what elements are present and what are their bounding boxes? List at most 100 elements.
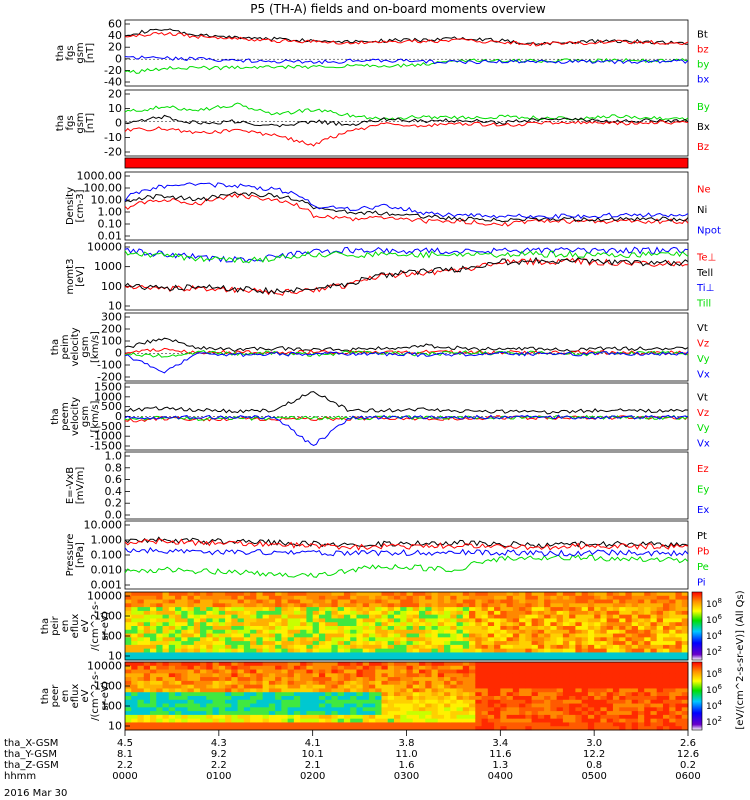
x-tick-value: 1.3 [492,760,508,771]
x-tick-value: 11.6 [489,749,511,760]
legend-entry: Bx [697,122,710,133]
y-tick-label: 0 [115,52,122,65]
y-label-line: en [60,690,71,703]
y-tick-label: 60 [108,18,122,31]
legend-entry: Bz [697,142,709,153]
legend-peim-velocity: Vt Vz Vy Vx [697,323,710,381]
series-line-pressure-2 [124,554,689,578]
colorbar-strip [691,661,703,731]
legend-entry: Vt [697,323,708,334]
y-label-line: peir [50,615,61,635]
y-tick-label: 10 [108,720,122,733]
y-tick-label: -1500 [90,440,122,453]
series-line-fgs-gsm-1-0 [124,28,689,46]
colorbar-strip [691,591,703,661]
x-tick-value: 0500 [581,771,606,782]
panel-7: 1.00.80.60.40.20.0 E=-VxB [mV/m] Ez Ey Ex [65,450,709,522]
series-line-peim-velocity-1 [124,347,689,356]
y-label-line: [km/s] [90,331,101,363]
y-tick-label: 0.01 [98,230,123,243]
legend-temperature: Te⊥ Tell Ti⊥ Till [696,253,716,310]
y-label-peim-velocity: tha peim velocity gsm [km/s] [50,327,101,366]
y-ticks-temperature: 10000 1000 100 10 [87,241,130,313]
colorbar-tick: 108 [706,597,722,610]
series-line-fgs-gsm-1-1 [124,31,689,47]
y-tick-label: 0.2 [105,497,123,510]
y-tick-label: 1000 [94,260,122,273]
y-tick-label: -10 [104,131,122,144]
y-label-peir-en-eflux: tha peir en eflux eV/(cm^2-s-sr-eV) [40,601,111,651]
legend-pressure: Pt Pb Pe Pi [697,531,709,589]
legend-entry: Pe [697,562,709,573]
y-tick-label: 0.0 [105,509,123,522]
date-label: 2016 Mar 30 [4,788,67,799]
y-tick-label: 10000 [87,241,122,254]
legend-entry: Tell [696,268,713,279]
y-label-line: [mV/m] [75,467,86,505]
y-tick-label: 1.0 [105,450,123,463]
y-tick-label: -100 [97,359,122,372]
x-tick-value: 0.8 [586,760,602,771]
panel-2 [124,157,689,169]
y-tick-label: 100 [101,630,122,643]
y-tick-label: -40 [104,76,122,89]
y-label-peem-velocity: tha peem velocity gsm [km/s] [50,397,101,436]
y-label-line: [cm-3] [75,189,86,222]
y-ticks-peer-en-eflux: 10000 1000 100 10 [87,660,130,733]
legend-fgs-gsm-1: Bt bz by bx [697,30,709,86]
colorbar-tick: 102 [706,715,722,728]
y-label-line: eV [80,689,91,702]
y-label-pressure: Pressure [nPa] [65,534,86,577]
x-tick-value: 3.8 [399,738,415,749]
x-tick-value: 4.5 [117,738,133,749]
legend-entry: Ti⊥ [696,283,714,294]
series-line-fgs-gsm-1-2 [124,58,689,74]
y-tick-label: 0.010 [91,564,123,577]
y-label-line: gsm [75,42,86,63]
x-tick-value: 12.2 [583,749,605,760]
y-tick-label: 1.000 [91,534,123,547]
y-tick-label: 1500 [94,381,122,394]
x-tick-value: 1.6 [399,760,415,771]
legend-entry: bz [697,45,709,56]
y-label-line: tha [55,45,66,61]
y-label-line: velocity [70,397,81,436]
x-row-label: hhmm [4,771,36,782]
legend-entry: Npot [697,226,721,237]
series-line-temperature-3 [124,250,689,264]
y-label-line: /(cm^2-s- [90,671,101,721]
y-tick-label: 1000.00 [77,170,123,183]
x-tick-value: 2.1 [305,760,321,771]
colorbar-tick: 106 [706,683,722,696]
y-label-line: tha [55,115,66,131]
y-label-line: eflux [70,614,81,639]
y-label-line: en [60,620,71,633]
legend-density: Ne Ni Npot [697,184,721,236]
y-tick-label: 1000 [94,680,122,693]
series-line-density-1 [124,191,689,223]
y-tick-label: 10 [108,300,122,313]
y-label-line: Pressure [65,534,76,577]
y-tick-label: 10.00 [91,194,123,207]
x-tick-value: 8.1 [117,749,133,760]
series-line-peim-velocity-0 [124,337,689,353]
panel-frame [124,242,689,311]
y-label-density: Density [cm-3] [65,187,86,225]
series-line-peem-velocity-0 [124,391,689,415]
y-tick-label: -200 [97,371,122,384]
y-tick-label: 40 [108,29,122,42]
x-tick-value: 3.0 [586,738,602,749]
chart-title: P5 (TH-A) fields and on-board moments ov… [250,2,546,16]
y-label-temperature: momt3 [eV] [65,259,86,295]
x-row-label: tha_Y-GSM [4,749,57,760]
series-line-density-2 [124,182,689,220]
legend-entry: Vx [697,369,710,380]
y-label-line: tha [40,618,51,634]
